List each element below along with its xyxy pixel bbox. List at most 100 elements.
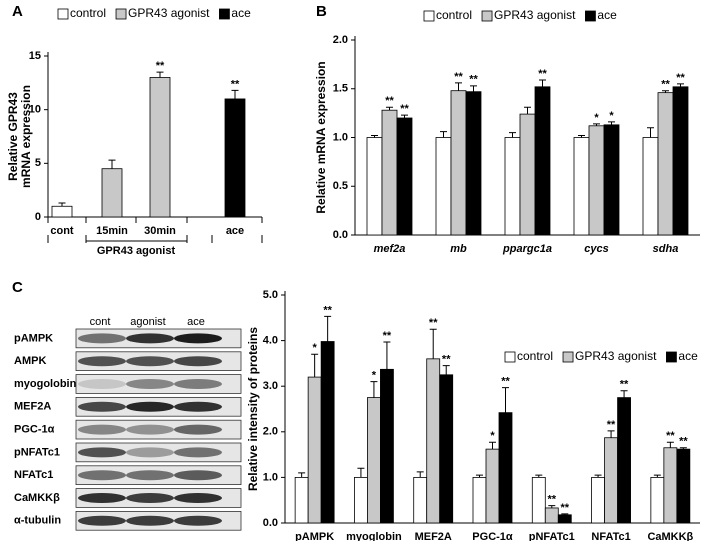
blot-row-label: pNFATc1 xyxy=(14,446,60,458)
y-axis-label: Relative GPR43 xyxy=(6,92,20,181)
bar xyxy=(426,358,441,524)
legend-label: control xyxy=(70,6,106,20)
legend-swatch xyxy=(115,8,127,20)
significance-label: ** xyxy=(400,103,409,115)
x-tick-label: MEF2A xyxy=(415,531,452,541)
error-bar xyxy=(593,123,600,126)
legend-label: ace xyxy=(231,6,251,20)
x-group-label: GPR43 agonist xyxy=(97,245,176,257)
x-tick-label: cycs xyxy=(584,243,608,255)
blot-row-label: PGC-1α xyxy=(14,424,55,436)
significance-label: ** xyxy=(323,304,332,316)
blot-row-label: NFATc1 xyxy=(14,469,53,481)
error-bar xyxy=(594,474,602,478)
y-tick-label: 4.0 xyxy=(263,335,278,347)
significance-label: ** xyxy=(231,78,240,90)
blot-band xyxy=(126,356,174,367)
panel-label: B xyxy=(316,3,327,20)
legend-label: control xyxy=(517,349,553,363)
bar xyxy=(557,514,572,524)
error-bar xyxy=(58,202,66,207)
error-bar xyxy=(647,127,654,138)
x-tick-label: mef2a xyxy=(374,243,406,255)
y-tick-label: 5.0 xyxy=(263,289,278,301)
error-bar xyxy=(383,341,391,370)
x-tick-label: ppargc1a xyxy=(502,243,552,255)
bar xyxy=(504,137,521,236)
bar xyxy=(588,125,605,236)
blot-band xyxy=(78,424,126,435)
blot-row-label: myogolobin xyxy=(14,378,77,390)
blot-row-label: α-tubulin xyxy=(14,515,61,527)
blot-band xyxy=(78,379,126,389)
blot-band xyxy=(126,424,174,435)
blot-band xyxy=(78,493,126,503)
bar xyxy=(485,448,500,524)
blot-row-label: pAMPK xyxy=(14,332,53,344)
blot-row-label: AMPK xyxy=(14,355,46,367)
error-bar xyxy=(455,82,462,91)
blot-column-label: agonist xyxy=(130,316,165,328)
y-tick-label: 10 xyxy=(29,104,41,116)
legend-label: control xyxy=(436,8,472,22)
blot-row-label: MEF2A xyxy=(14,401,51,413)
x-tick-label: NFATc1 xyxy=(591,531,630,541)
bar xyxy=(472,476,487,524)
x-tick-label: ace xyxy=(226,225,244,237)
bar xyxy=(465,91,482,236)
blot-band xyxy=(174,515,222,526)
legend-swatch xyxy=(481,10,493,22)
bar xyxy=(396,117,413,236)
blot-band xyxy=(174,356,222,367)
bar xyxy=(366,137,383,236)
y-tick-label: 0 xyxy=(35,211,41,223)
significance-label: * xyxy=(490,430,495,442)
bar xyxy=(294,476,309,524)
significance-label: ** xyxy=(156,60,165,72)
significance-label: ** xyxy=(442,354,451,366)
significance-label: ** xyxy=(620,379,629,391)
blot-band xyxy=(174,333,222,344)
blot-column-label: ace xyxy=(187,316,205,328)
bar xyxy=(519,113,536,236)
bar xyxy=(307,376,322,524)
significance-label: ** xyxy=(661,79,670,91)
blot-band xyxy=(126,379,174,389)
error-bar xyxy=(371,135,378,138)
error-bar xyxy=(608,121,615,125)
bar xyxy=(413,476,428,524)
legend-label: GPR43 agonist xyxy=(575,349,657,363)
x-tick-label: myoglobin xyxy=(346,531,402,541)
significance-label: ** xyxy=(679,436,688,448)
blot-band xyxy=(78,401,126,412)
error-bar xyxy=(311,353,319,378)
bar xyxy=(650,476,665,524)
blot-band xyxy=(126,447,174,458)
bar xyxy=(642,137,659,236)
blot-band xyxy=(78,333,126,344)
blot-band xyxy=(174,470,222,481)
y-tick-label: 1.0 xyxy=(263,471,278,483)
error-bar xyxy=(524,106,531,115)
blot-band xyxy=(174,401,222,412)
error-bar xyxy=(108,159,116,169)
blot-band xyxy=(126,333,174,344)
blot-band xyxy=(78,515,126,526)
x-tick-label: PGC-1α xyxy=(472,531,513,541)
error-bar xyxy=(677,83,684,87)
significance-label: ** xyxy=(383,330,392,342)
bar xyxy=(149,77,171,218)
bar xyxy=(573,137,590,236)
error-bar xyxy=(578,135,585,138)
x-tick-label: 30min xyxy=(144,225,176,237)
x-tick-label: mb xyxy=(450,243,467,255)
blot-band xyxy=(78,470,126,481)
significance-label: * xyxy=(594,112,599,124)
significance-label: ** xyxy=(548,494,557,506)
error-bar xyxy=(476,474,483,478)
legend-swatch xyxy=(423,10,435,22)
significance-label: ** xyxy=(676,72,685,84)
y-axis-label: Relative intensity of proteins xyxy=(246,327,260,491)
significance-label: * xyxy=(313,342,318,354)
legend-swatch xyxy=(219,8,230,20)
